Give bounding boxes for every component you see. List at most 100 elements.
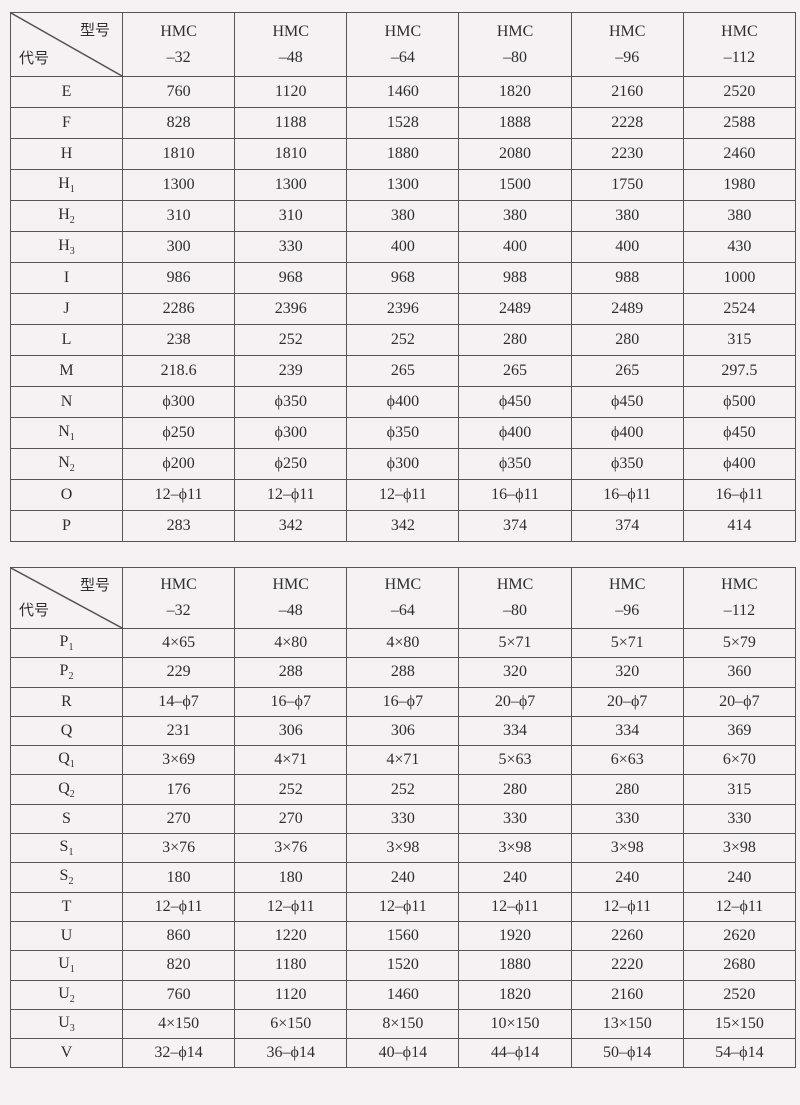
model-size: –96 [615,48,640,66]
value-cell: 1820 [458,979,572,1010]
value-cell: 374 [570,510,684,542]
value-cell: 252 [234,324,348,356]
value-cell: ϕ450 [458,386,572,418]
value-cell: 360 [682,657,797,688]
code-cell: E [10,76,123,108]
value-cell: 12–ϕ11 [121,479,236,511]
value-cell: 1888 [458,107,572,139]
code-letter: H [58,236,70,254]
value-cell: 6×70 [682,745,797,776]
model-header-cell: HMC –96 [570,567,684,629]
value-cell: ϕ350 [234,386,348,418]
value-cell: 342 [234,510,348,542]
table-row: N2 ϕ200 ϕ250 ϕ300 ϕ350 ϕ350 ϕ400 [10,448,797,480]
value-cell: 1920 [458,920,572,952]
model-name: HMC [496,22,534,40]
table-row: O 12–ϕ11 12–ϕ11 12–ϕ11 16–ϕ11 16–ϕ11 16–ϕ11 [10,479,797,511]
table-row: H1 1300 1300 1300 1500 1750 1980 [10,169,797,201]
model-size: –112 [723,602,756,619]
code-cell: T [10,891,123,922]
code-cell: M [10,355,123,387]
code-letter: Q [58,779,70,797]
code-cell: Q1 [10,745,123,776]
code-cell: L [10,324,123,356]
table-row: S2 180 180 240 240 240 240 [10,862,797,893]
value-cell: 380 [346,200,460,232]
value-cell: 988 [570,262,684,294]
table-row: I 986 968 968 988 988 1000 [10,262,797,294]
value-cell: 2520 [682,979,797,1010]
value-cell: 176 [121,774,236,805]
model-header-cell: HMC –48 [234,12,348,77]
code-letter: H [58,174,70,192]
value-cell: 16–ϕ11 [682,479,797,511]
value-cell: ϕ300 [234,417,348,449]
value-cell: 330 [234,231,348,263]
code-subscript: 2 [68,876,74,888]
value-cell: 270 [121,803,236,835]
value-cell: 12–ϕ11 [458,891,572,922]
value-cell: 1120 [234,979,348,1010]
code-subscript: 2 [69,215,75,227]
value-cell: 15×150 [682,1008,797,1040]
code-letter: V [60,1044,73,1062]
code-cell: U3 [10,1008,123,1040]
value-cell: 968 [234,262,348,294]
value-cell: 369 [682,715,797,747]
value-cell: 334 [458,715,572,747]
code-letter: I [63,269,70,286]
value-cell: ϕ250 [121,417,236,449]
code-letter: T [61,897,72,915]
code-subscript: 1 [69,759,75,771]
value-cell: 400 [570,231,684,263]
value-cell: 20–ϕ7 [570,686,684,717]
value-cell: 283 [121,510,236,542]
model-header-cell: HMC –112 [682,567,797,629]
code-letter: U [58,1013,70,1031]
value-cell: 2680 [682,950,797,981]
value-cell: 310 [121,200,236,232]
diagonal-divider [11,568,122,628]
value-cell: 20–ϕ7 [682,686,797,717]
value-cell: 2260 [570,920,684,952]
value-cell: 1880 [346,138,460,170]
table-row: N1 ϕ250 ϕ300 ϕ350 ϕ400 ϕ400 ϕ450 [10,417,797,449]
value-cell: 4×150 [121,1008,236,1040]
code-subscript: 3 [69,1023,75,1035]
table-row: V 32–ϕ14 36–ϕ14 40–ϕ14 44–ϕ14 50–ϕ14 54–ϕ14 [10,1038,797,1069]
value-cell: ϕ350 [570,448,684,480]
code-cell: Q [10,715,123,747]
value-cell: 12–ϕ11 [234,891,348,922]
value-cell: 4×71 [346,745,460,776]
value-cell: 229 [121,657,236,688]
code-cell: U2 [10,979,123,1010]
value-cell: 330 [682,803,797,835]
code-letter: M [59,362,74,379]
value-cell: 374 [458,510,572,542]
code-letter: N [58,453,70,471]
value-cell: 306 [234,715,348,747]
value-cell: 400 [458,231,572,263]
value-cell: ϕ500 [682,386,797,418]
corner-header-cell: 型号 代号 [10,567,123,629]
code-cell: H1 [10,169,123,201]
value-cell: 2160 [570,979,684,1010]
value-cell: 180 [234,862,348,893]
value-cell: 288 [346,657,460,688]
header-row: 型号 代号 HMC –32 HMC –48 HMC –64 HMC –80 HMC –96 HMC –11… [10,567,797,629]
dimension-table-2: 型号 代号 HMC –32 HMC –48 HMC –64 HMC –80 HMC –96 HMC –11… [10,567,797,1069]
value-cell: 12–ϕ11 [346,479,460,511]
code-letter: P [62,517,71,534]
value-cell: 238 [121,324,236,356]
value-cell: 5×71 [458,627,572,659]
value-cell: 6×63 [570,745,684,776]
value-cell: 380 [458,200,572,232]
value-cell: 240 [570,862,684,893]
value-cell: 3×98 [346,833,460,864]
model-size: –64 [390,48,415,66]
model-header-cell: HMC –32 [121,567,236,629]
code-cell: U1 [10,950,123,981]
value-cell: 240 [346,862,460,893]
value-cell: 3×98 [458,833,572,864]
value-cell: 4×80 [234,627,348,659]
